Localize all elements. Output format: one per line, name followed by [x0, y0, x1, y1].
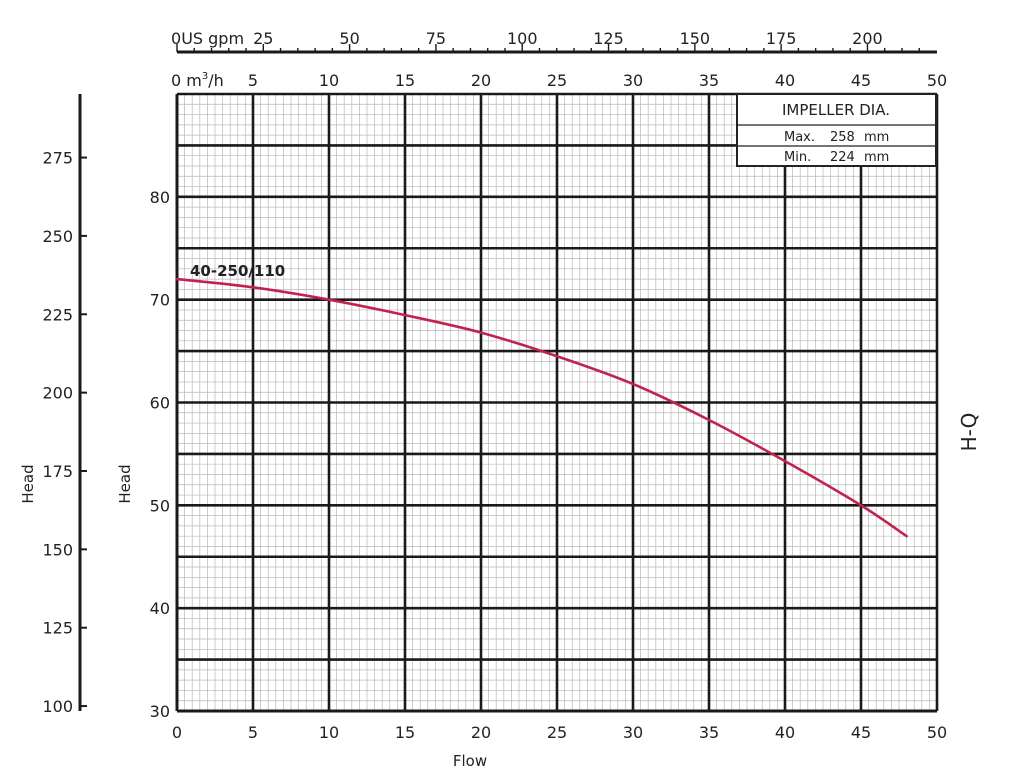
top-m3h-tick-label: 50 — [927, 71, 947, 90]
top-gpm-tick-label: 100 — [507, 29, 538, 48]
outer-tick-label: 250 — [42, 227, 73, 246]
y-axis-title: Head — [116, 464, 134, 503]
top-m3h-tick-label: 15 — [395, 71, 415, 90]
outer-tick-label: 225 — [42, 305, 73, 324]
top-gpm-tick-label: 75 — [426, 29, 446, 48]
x-tick-label: 0 — [172, 723, 182, 742]
x-tick-label: 10 — [319, 723, 339, 742]
top-gpm-tick-label: 200 — [852, 29, 883, 48]
legend-box — [736, 93, 937, 167]
y-tick-label: 40 — [150, 599, 170, 618]
top-m3h-tick-label: 25 — [547, 71, 567, 90]
outer-tick-label: 100 — [42, 697, 73, 716]
outer-left-axis-ticks: 100 125 150 175 200 225 250 275 — [42, 149, 87, 716]
top-axis-m3h: 0 m3/h 5 10 15 20 25 30 35 40 45 50 — [171, 71, 947, 90]
legend-title: IMPELLER DIA. — [782, 101, 890, 119]
top-axis-gpm-unit: 0US gpm — [171, 29, 244, 48]
x-tick-label: 50 — [927, 723, 947, 742]
legend-min-value: 224 — [830, 150, 855, 165]
top-axis-gpm: 0US gpm 25 50 75 100 125 150 175 200 — [171, 29, 920, 52]
y-tick-label: 60 — [150, 394, 170, 413]
top-gpm-tick-label: 150 — [680, 29, 711, 48]
y-tick-label: 80 — [150, 188, 170, 207]
top-m3h-tick-label: 30 — [623, 71, 643, 90]
top-m3h-tick-label: 20 — [471, 71, 491, 90]
outer-tick-label: 200 — [42, 384, 73, 403]
top-m3h-tick-label: 45 — [851, 71, 871, 90]
top-gpm-tick-label: 175 — [766, 29, 797, 48]
legend-min-label: Min. — [784, 150, 811, 165]
x-tick-label: 35 — [699, 723, 719, 742]
hq-side-label: H-Q — [957, 413, 981, 452]
y-tick-label: 50 — [150, 496, 170, 515]
legend-min-unit: mm — [864, 150, 889, 165]
outer-y-axis-title: Head — [19, 464, 37, 503]
outer-tick-label: 275 — [42, 149, 73, 168]
top-m3h-tick-label: 40 — [775, 71, 795, 90]
top-m3h-tick-label: 5 — [248, 71, 258, 90]
series-line-40-250-110 — [175, 277, 908, 538]
top-gpm-tick-label: 25 — [253, 29, 273, 48]
left-axis-ticks: 30 40 50 60 70 80 — [150, 188, 170, 721]
x-tick-label: 25 — [547, 723, 567, 742]
top-gpm-tick-label: 125 — [593, 29, 624, 48]
legend-max-unit: mm — [864, 130, 889, 145]
outer-tick-label: 150 — [42, 540, 73, 559]
top-m3h-tick-label: 10 — [319, 71, 339, 90]
series-group — [175, 277, 908, 538]
x-tick-label: 20 — [471, 723, 491, 742]
impeller-legend: IMPELLER DIA. Max. 258 mm Min. 224 mm — [736, 93, 937, 167]
x-tick-label: 30 — [623, 723, 643, 742]
x-axis-title: Flow — [453, 752, 487, 770]
top-axis-m3h-unit: 0 m3/h — [171, 71, 224, 90]
series-label-40-250-110: 40-250/110 — [190, 262, 285, 280]
x-tick-label: 15 — [395, 723, 415, 742]
y-tick-label: 70 — [150, 291, 170, 310]
x-tick-label: 5 — [248, 723, 258, 742]
bottom-axis-ticks: 0 5 10 15 20 25 30 35 40 45 50 — [172, 723, 947, 742]
y-tick-label: 30 — [150, 702, 170, 721]
legend-max-label: Max. — [784, 130, 815, 145]
x-tick-label: 40 — [775, 723, 795, 742]
top-m3h-tick-label: 35 — [699, 71, 719, 90]
outer-tick-label: 125 — [42, 619, 73, 638]
top-gpm-tick-label: 50 — [339, 29, 359, 48]
outer-tick-label: 175 — [42, 462, 73, 481]
x-tick-label: 45 — [851, 723, 871, 742]
legend-max-value: 258 — [830, 130, 855, 145]
